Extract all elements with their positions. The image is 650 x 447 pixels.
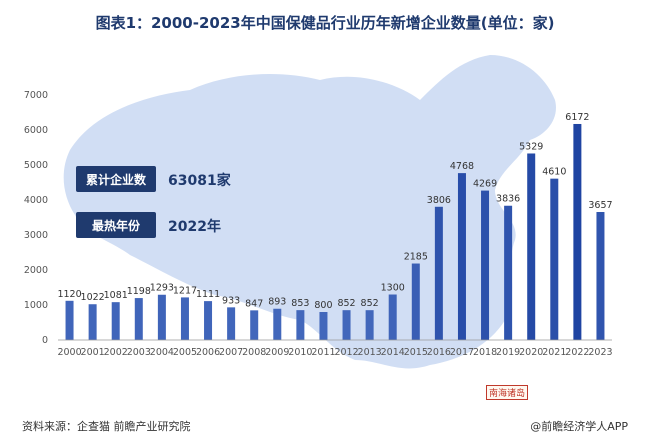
bar-2022 [573, 123, 582, 340]
value-label-2003: 1198 [127, 286, 151, 297]
bar-2004 [157, 294, 166, 340]
x-tick-label: 2007 [219, 347, 243, 358]
bar-2016 [434, 206, 443, 340]
x-axis: 2000200120022003200420052006200720082009… [57, 339, 613, 358]
value-label-2019: 3836 [496, 194, 520, 205]
china-map-silhouette [63, 55, 556, 369]
hottest-label: 最热年份 [76, 212, 156, 238]
x-tick-label: 2005 [173, 347, 197, 358]
value-label-2016: 3806 [427, 195, 451, 206]
value-label-2020: 5329 [519, 141, 543, 152]
bar-2013 [365, 310, 374, 340]
value-label-2001: 1022 [81, 292, 105, 303]
bar-2006 [204, 301, 213, 340]
y-tick-label: 2000 [24, 265, 48, 276]
brand-note: @前瞻经济学人APP [530, 420, 628, 433]
bar-2002 [111, 302, 120, 340]
x-tick-label: 2008 [242, 347, 266, 358]
value-label-2008: 847 [245, 298, 263, 309]
y-tick-label: 1000 [24, 300, 48, 311]
value-label-2018: 4269 [473, 179, 497, 190]
x-tick-label: 2014 [381, 347, 405, 358]
x-tick-label: 2009 [265, 347, 289, 358]
x-tick-label: 2006 [196, 347, 220, 358]
value-label-2002: 1081 [104, 290, 128, 301]
value-label-2021: 4610 [542, 167, 566, 178]
y-axis: 0 1000 2000 3000 4000 5000 6000 7000 [24, 90, 48, 346]
y-tick-label: 3000 [24, 230, 48, 241]
bar-2008 [250, 310, 259, 340]
x-tick-label: 2001 [81, 347, 105, 358]
value-label-2023: 3657 [588, 200, 612, 211]
bar-2012 [342, 310, 351, 340]
bar-2015 [411, 263, 420, 340]
bar-2019 [504, 205, 513, 340]
value-label-2000: 1120 [57, 289, 81, 300]
bar-2007 [227, 307, 236, 340]
bar-2023 [596, 212, 605, 340]
x-tick-label: 2010 [288, 347, 312, 358]
x-tick-label: 2022 [565, 347, 589, 358]
value-label-2015: 2185 [404, 252, 428, 263]
value-label-2006: 1111 [196, 289, 220, 300]
value-label-2009: 893 [268, 297, 286, 308]
bar-2014 [388, 294, 397, 340]
x-tick-label: 2021 [542, 347, 566, 358]
value-label-2022: 6172 [565, 112, 589, 123]
bar-2009 [273, 308, 282, 340]
bar-2003 [134, 298, 143, 340]
value-label-2017: 4768 [450, 161, 474, 172]
x-tick-label: 2018 [473, 347, 497, 358]
bar-2017 [457, 173, 466, 340]
value-label-2012: 852 [337, 298, 355, 309]
x-tick-label: 2019 [496, 347, 520, 358]
value-label-2005: 1217 [173, 285, 197, 296]
value-label-2004: 1293 [150, 283, 174, 294]
x-tick-label: 2012 [334, 347, 358, 358]
cumulative-label: 累计企业数 [76, 166, 156, 192]
y-tick-label: 5000 [24, 160, 48, 171]
value-label-2010: 853 [291, 298, 309, 309]
bar-2010 [296, 310, 305, 340]
x-tick-label: 2015 [404, 347, 428, 358]
value-label-2007: 933 [222, 295, 240, 306]
hottest-value: 2022年 [168, 219, 221, 235]
source-note: 资料来源：企查猫 前瞻产业研究院 [22, 420, 191, 433]
value-label-2013: 852 [361, 298, 379, 309]
y-tick-label: 4000 [24, 195, 48, 206]
value-label-2014: 1300 [381, 283, 405, 294]
y-tick-label: 7000 [24, 90, 48, 101]
y-tick-label: 6000 [24, 125, 48, 136]
bar-2011 [319, 312, 328, 340]
y-tick-label: 0 [42, 335, 48, 346]
bar-2021 [550, 178, 559, 340]
bar-2018 [481, 190, 490, 340]
map-inset-label: 南海诸岛 [486, 385, 529, 400]
x-tick-label: 2011 [311, 347, 335, 358]
x-tick-label: 2004 [150, 347, 174, 358]
x-tick-label: 2020 [519, 347, 543, 358]
chart-title: 图表1：2000-2023年中国保健品行业历年新增企业数量(单位：家) [95, 14, 555, 32]
value-label-2011: 800 [314, 300, 332, 311]
x-tick-label: 2000 [57, 347, 81, 358]
x-tick-label: 2013 [358, 347, 382, 358]
bar-2001 [88, 304, 97, 340]
x-tick-label: 2023 [588, 347, 612, 358]
bar-2000 [65, 300, 74, 340]
x-tick-label: 2016 [427, 347, 451, 358]
bar-2005 [180, 297, 189, 340]
x-tick-label: 2017 [450, 347, 474, 358]
bar-2020 [527, 153, 536, 340]
x-tick-label: 2003 [127, 347, 151, 358]
cumulative-value: 63081家 [168, 173, 231, 189]
x-tick-label: 2002 [104, 347, 128, 358]
